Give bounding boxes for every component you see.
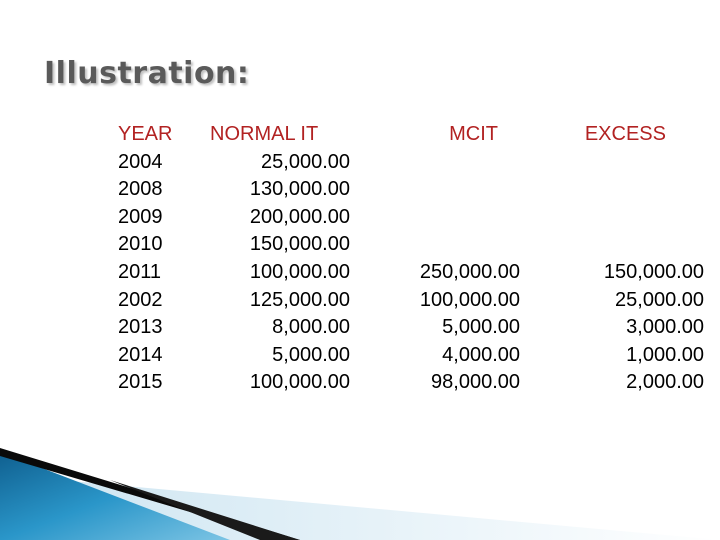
table-row: 2008 130,000.00 xyxy=(112,176,704,204)
cell-normal-it: 5,000.00 xyxy=(272,343,350,366)
cell-mcit: 98,000.00 xyxy=(431,371,520,394)
cell-normal-it: 8,000.00 xyxy=(272,316,350,339)
cell-year: 2009 xyxy=(118,205,163,228)
cell-excess: 2,000.00 xyxy=(626,371,704,394)
cell-normal-it: 130,000.00 xyxy=(249,178,350,201)
cell-year: 2014 xyxy=(118,343,163,366)
cell-excess: 1,000.00 xyxy=(626,343,704,366)
cell-year: 2004 xyxy=(118,150,163,173)
cell-excess xyxy=(520,204,704,232)
table-header-row: YEAR NORMAL IT MCIT EXCESS xyxy=(112,121,704,149)
cell-normal-it: 100,000.00 xyxy=(249,260,350,283)
cell-year: 2008 xyxy=(118,178,163,201)
cell-excess: 150,000.00 xyxy=(603,260,704,283)
table-row: 2014 5,000.00 4,000.00 1,000.00 xyxy=(112,342,704,370)
cell-mcit: 5,000.00 xyxy=(442,316,520,339)
cell-year: 2013 xyxy=(118,316,163,339)
table-row: 2004 25,000.00 xyxy=(112,149,704,177)
cell-excess xyxy=(520,176,704,204)
table-row: 2013 8,000.00 5,000.00 3,000.00 xyxy=(112,314,704,342)
cell-excess xyxy=(520,231,704,259)
swoosh-blue-wedge xyxy=(0,452,230,540)
table-row: 2002 125,000.00 100,000.00 25,000.00 xyxy=(112,287,704,315)
it-comparison-table: YEAR NORMAL IT MCIT EXCESS 2004 25,000.0… xyxy=(112,121,704,397)
cell-mcit: 100,000.00 xyxy=(419,288,520,311)
cell-mcit: 250,000.00 xyxy=(419,260,520,283)
cell-excess: 25,000.00 xyxy=(615,288,704,311)
table-row: 2010 150,000.00 xyxy=(112,231,704,259)
header-mcit: MCIT xyxy=(449,123,498,145)
cell-normal-it: 200,000.00 xyxy=(249,205,350,228)
table-row: 2011 100,000.00 250,000.00 150,000.00 xyxy=(112,259,704,287)
cell-mcit xyxy=(350,231,520,259)
swoosh-dark-tip xyxy=(110,480,300,540)
cell-mcit: 4,000.00 xyxy=(442,343,520,366)
table-row: 2015 100,000.00 98,000.00 2,000.00 xyxy=(112,369,704,397)
cell-normal-it: 100,000.00 xyxy=(249,371,350,394)
cell-mcit xyxy=(350,176,520,204)
cell-mcit xyxy=(350,149,520,177)
header-year: YEAR xyxy=(118,123,173,145)
cell-excess xyxy=(520,149,704,177)
cell-year: 2015 xyxy=(118,371,163,394)
cell-normal-it: 150,000.00 xyxy=(249,233,350,256)
cell-year: 2010 xyxy=(118,233,163,256)
header-normal-it: NORMAL IT xyxy=(210,123,319,145)
table-row: 2009 200,000.00 xyxy=(112,204,704,232)
slide-title: Illustration: xyxy=(44,56,250,91)
decorative-swoosh xyxy=(0,448,720,540)
header-excess: EXCESS xyxy=(584,123,666,145)
cell-normal-it: 125,000.00 xyxy=(249,288,350,311)
cell-mcit xyxy=(350,204,520,232)
cell-year: 2011 xyxy=(118,260,162,283)
cell-normal-it: 25,000.00 xyxy=(261,150,350,173)
cell-excess: 3,000.00 xyxy=(626,316,704,339)
cell-year: 2002 xyxy=(118,288,163,311)
